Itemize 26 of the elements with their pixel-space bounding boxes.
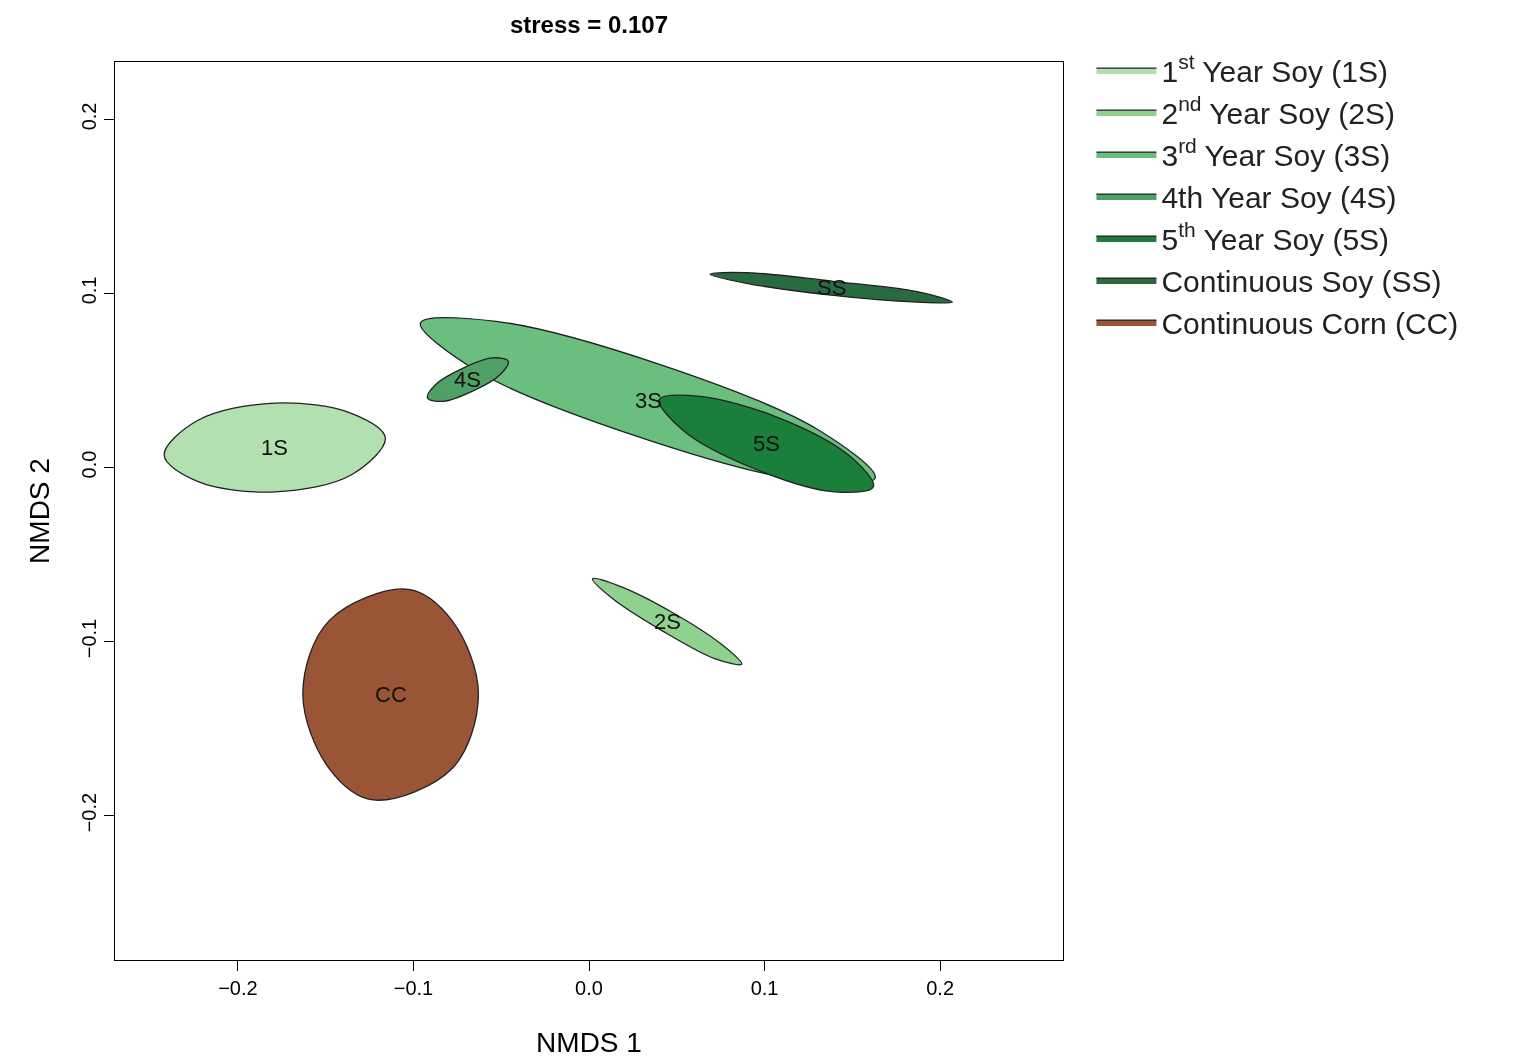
x-axis-title: NMDS 1 xyxy=(536,1027,642,1058)
x-tick-label: −0.2 xyxy=(218,977,258,1000)
legend-label: 1$^{st}$ Year Soy (1S) xyxy=(1161,50,1388,88)
annotation: 1S xyxy=(261,435,288,460)
x-tick-label: 0.2 xyxy=(926,977,955,1000)
x-tick-label: −0.1 xyxy=(393,977,434,1000)
legend-label: Continuous Soy (SS) xyxy=(1161,264,1442,298)
annotation: SS xyxy=(817,275,847,300)
annotation: 2S xyxy=(654,609,681,634)
legend-label: 4th Year Soy (4S) xyxy=(1161,180,1397,214)
y-tick-label: −0.1 xyxy=(77,618,100,659)
x-tick-label: 0.1 xyxy=(750,977,779,1000)
x-tick-label: 0.0 xyxy=(575,977,603,1000)
annotation: 4S xyxy=(454,367,481,392)
y-tick-label: 0.1 xyxy=(77,276,100,305)
y-tick-label: 0.0 xyxy=(77,450,100,479)
annotation: CC xyxy=(375,682,407,707)
y-tick-label: −0.2 xyxy=(77,792,100,833)
legend-label: Continuous Corn (CC) xyxy=(1161,306,1459,340)
legend-label: 3$^{rd}$ Year Soy (3S) xyxy=(1161,134,1391,172)
legend-label: 5$^{th}$ Year Soy (5S) xyxy=(1161,218,1390,256)
annotation: 5S xyxy=(753,431,780,456)
y-tick-label: 0.2 xyxy=(77,102,100,131)
chart-title: stress = 0.107 xyxy=(509,10,669,38)
legend-label: 2$^{nd}$ Year Soy (2S) xyxy=(1161,92,1395,130)
y-axis-title: NMDS 2 xyxy=(23,458,55,564)
